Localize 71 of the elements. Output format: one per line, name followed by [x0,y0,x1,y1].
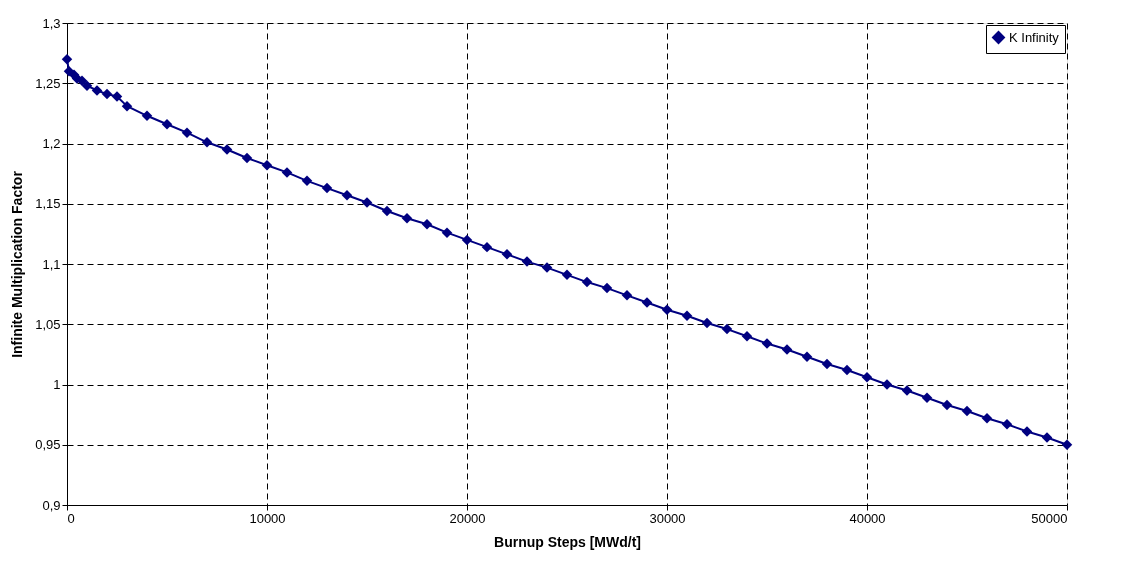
point [521,256,533,267]
point [221,144,233,155]
y-tick-label: 1,3 [42,15,61,31]
point [161,118,173,130]
legend-label: K Infinity [1009,29,1060,45]
y-tick-label: 1,25 [35,75,61,91]
point [901,385,913,396]
x-tick-label: 30000 [649,510,686,526]
x-axis-title: Burnup Steps [MWd/t] [494,533,641,550]
point [841,364,853,376]
point [581,276,593,288]
point [1001,419,1013,430]
point [381,205,393,217]
point [121,100,133,112]
point [761,338,773,349]
y-tick-label: 1 [53,377,61,392]
point [781,344,793,355]
point [661,304,673,316]
point [321,182,333,194]
point [501,249,513,260]
x-tick-label: 50000 [1031,510,1068,526]
point [881,379,893,390]
point [261,159,273,171]
point [601,282,613,294]
y-axis-title: Infinite Multiplication Factor [9,170,26,358]
point [821,358,833,370]
point [141,110,153,122]
point [111,91,123,102]
point [541,262,553,273]
point [721,323,733,335]
point [461,234,473,246]
point [1061,439,1073,450]
point [1021,426,1033,437]
point [201,137,213,148]
point [401,212,413,224]
point [981,413,993,424]
y-tick-label: 1,05 [35,316,61,332]
point [341,190,353,201]
point [91,85,103,96]
point [861,372,873,383]
point [361,197,373,208]
y-tick-label: 0,9 [42,497,61,513]
x-tick-label: 20000 [449,510,486,526]
point [1041,432,1053,443]
point [921,392,933,403]
point [241,152,253,164]
x-tick-label: 0 [67,510,75,526]
point [181,127,193,138]
point [421,218,433,230]
y-tick-label: 1,1 [42,256,61,272]
x-tick-label: 40000 [849,510,886,526]
y-tick-label: 0,95 [35,437,61,453]
point [941,399,953,411]
point [61,53,73,65]
point [961,405,973,417]
y-tick-label: 1,15 [35,196,61,212]
point [281,167,293,178]
point [81,80,93,91]
point [641,297,653,308]
point [441,227,453,238]
point [301,175,313,187]
point [741,331,753,342]
point [681,310,693,322]
point [801,351,813,363]
point [701,317,713,329]
point [621,290,633,301]
point [481,241,493,253]
point [561,269,573,281]
point [101,88,113,100]
y-tick-label: 1,2 [42,136,61,151]
x-tick-label: 10000 [249,510,286,526]
